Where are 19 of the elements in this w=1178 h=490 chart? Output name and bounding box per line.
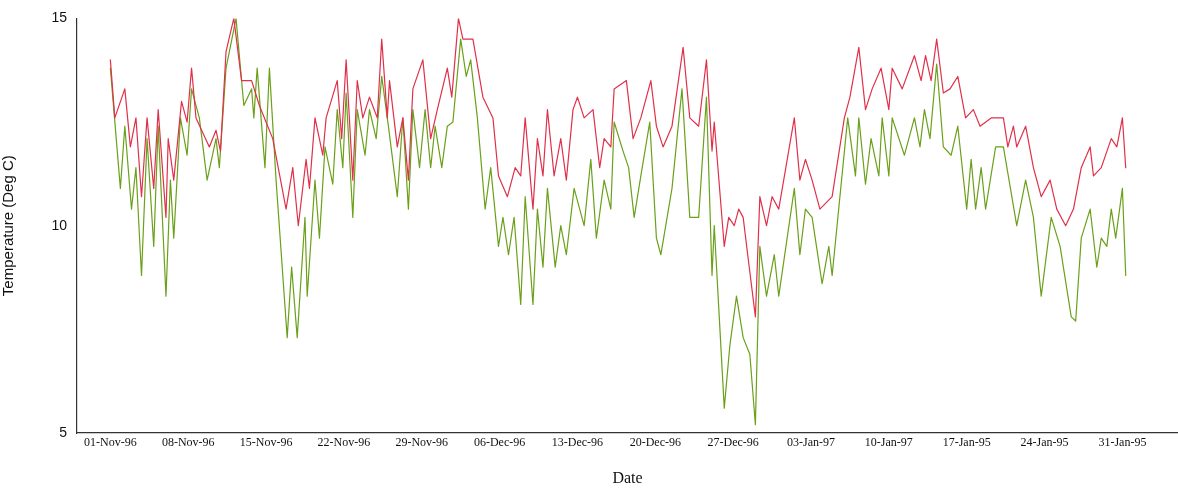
- x-tick-label: 01-Nov-96: [84, 435, 137, 450]
- y-tick-label: 15: [51, 9, 68, 26]
- x-tick-label: 08-Nov-96: [161, 435, 215, 450]
- x-axis-title: Date: [612, 468, 643, 486]
- x-tick-label: 15-Nov-96: [239, 435, 293, 450]
- y-tick-label: 10: [51, 216, 68, 233]
- x-tick-label: 27-Dec-96: [707, 435, 759, 450]
- x-tick-label: 29-Nov-96: [395, 435, 449, 450]
- x-tick-label: 03-Jan-97: [787, 435, 835, 450]
- x-tick-label: 13-Dec-96: [551, 435, 604, 450]
- x-tick-label: 17-Jan-95: [942, 435, 991, 450]
- y-tick-label: 5: [59, 423, 68, 440]
- x-tick-label: 20-Dec-96: [629, 435, 681, 450]
- x-tick-label: 22-Nov-96: [317, 435, 371, 450]
- x-tick-label: 24-Jan-95: [1020, 435, 1069, 450]
- x-tick-label: 06-Dec-96: [473, 435, 526, 450]
- x-tick-label: 31-Jan-95: [1098, 435, 1147, 450]
- x-tick-label: 10-Jan-97: [864, 435, 913, 450]
- y-axis-title: Temperature (Deg C): [0, 155, 17, 297]
